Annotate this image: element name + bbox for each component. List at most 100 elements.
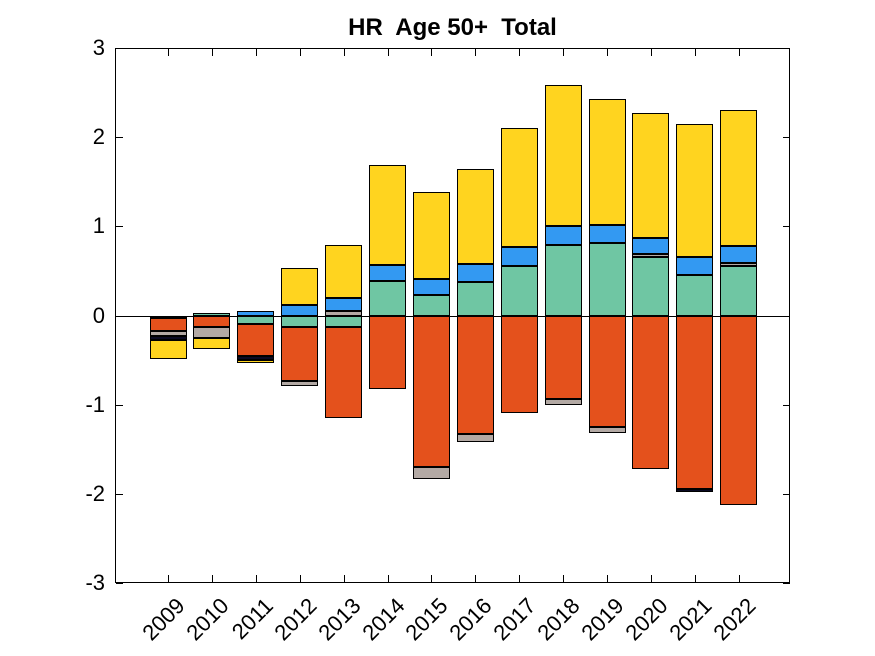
bar-segment-orange-2015 (413, 316, 450, 467)
bar-segment-teal-2017 (501, 266, 538, 316)
bar-segment-teal-2016 (457, 282, 494, 316)
x-tick-top (212, 49, 213, 56)
bar-segment-teal-2013 (325, 316, 362, 327)
bar-segment-teal-2018 (545, 245, 582, 316)
bar-segment-yellow-2010 (193, 338, 230, 349)
x-tick-bottom (256, 575, 257, 582)
y-tick-left (116, 494, 123, 495)
bar-segment-blue-2018 (545, 226, 582, 245)
bar-segment-yellow-2020 (632, 113, 669, 238)
zero-line (115, 316, 790, 317)
bar-segment-yellow-2013 (325, 245, 362, 298)
bar-segment-yellow-2014 (369, 165, 406, 265)
x-tick-label-2016: 2016 (444, 593, 497, 646)
x-tick-label-2019: 2019 (576, 593, 629, 646)
y-tick-right (783, 48, 790, 49)
bar-segment-blue-2014 (369, 265, 406, 281)
bar-segment-yellow-2009 (150, 340, 187, 359)
y-tick-label: 2 (92, 124, 105, 149)
x-tick-top (344, 49, 345, 56)
y-tick-right (783, 137, 790, 138)
bar-segment-orange-2009 (150, 318, 187, 331)
bar-segment-yellow-2022 (720, 110, 757, 246)
bar-segment-teal-2020 (632, 257, 669, 316)
bar-segment-gray-2013 (325, 311, 362, 316)
x-tick-top (431, 49, 432, 56)
x-tick-top (300, 49, 301, 56)
bar-segment-teal-2011 (237, 316, 274, 324)
x-tick-top (519, 49, 520, 56)
bar-segment-teal-2015 (413, 295, 450, 316)
bar-segment-yellow-2017 (501, 128, 538, 247)
bar-segment-orange-2019 (589, 316, 626, 427)
bar-segment-gray-2010 (193, 327, 230, 338)
x-tick-top (695, 49, 696, 56)
bar-segment-gray-2018 (545, 399, 582, 405)
x-tick-top (607, 49, 608, 56)
axes-box (115, 48, 790, 583)
x-tick-bottom (695, 575, 696, 582)
bar-segment-yellow-2016 (457, 169, 494, 264)
x-tick-label-2018: 2018 (532, 593, 585, 646)
bar-segment-blue-2017 (501, 247, 538, 266)
bar-segment-yellow-2012 (281, 268, 318, 305)
bar-segment-blue-2015 (413, 279, 450, 295)
x-tick-bottom (607, 575, 608, 582)
bar-segment-blue-2011 (237, 311, 274, 316)
bar-segment-yellow-2018 (545, 85, 582, 226)
bar-segment-blue-2016 (457, 264, 494, 282)
bar-segment-orange-2016 (457, 316, 494, 434)
bar-segment-orange-2013 (325, 327, 362, 418)
bar-segment-gray-2019 (589, 427, 626, 433)
x-tick-label-2013: 2013 (313, 593, 366, 646)
y-tick-right (783, 226, 790, 227)
y-tick-label: 1 (92, 213, 105, 238)
bar-segment-orange-2010 (193, 316, 230, 327)
x-tick-label-2009: 2009 (137, 593, 190, 646)
y-tick-right (783, 583, 790, 584)
x-tick-label-2017: 2017 (488, 593, 541, 646)
bar-segment-teal-2012 (281, 316, 318, 327)
x-tick-bottom (168, 575, 169, 582)
x-tick-bottom (739, 575, 740, 582)
x-tick-top (256, 49, 257, 56)
bar-segment-gray-2009 (150, 331, 187, 336)
x-tick-label-2012: 2012 (269, 593, 322, 646)
x-tick-bottom (300, 575, 301, 582)
x-tick-bottom (344, 575, 345, 582)
x-tick-label-2022: 2022 (708, 593, 761, 646)
x-tick-top (563, 49, 564, 56)
y-tick-right (783, 405, 790, 406)
x-tick-label-2015: 2015 (400, 593, 453, 646)
bar-segment-blue-2013 (325, 298, 362, 311)
x-tick-bottom (519, 575, 520, 582)
bar-segment-blue-2019 (589, 225, 626, 243)
x-tick-top (168, 49, 169, 56)
bar-segment-orange-2012 (281, 327, 318, 381)
x-tick-top (651, 49, 652, 56)
bar-segment-teal-2019 (589, 243, 626, 316)
x-tick-bottom (475, 575, 476, 582)
bar-segment-yellow-2015 (413, 192, 450, 279)
bar-segment-blue-2020 (632, 238, 669, 254)
bar-segment-gray-2020 (632, 254, 669, 257)
bar-segment-teal-2022 (720, 266, 757, 316)
x-tick-top (739, 49, 740, 56)
y-tick-left (116, 405, 123, 406)
y-tick-label: -1 (85, 392, 105, 417)
bar-segment-orange-2020 (632, 316, 669, 469)
chart-title: HR Age 50+ Total (348, 14, 557, 41)
bar-segment-blue-2022 (720, 246, 757, 263)
y-tick-left (116, 583, 123, 584)
x-tick-bottom (388, 575, 389, 582)
y-tick-right (783, 494, 790, 495)
y-tick-left (116, 48, 123, 49)
bar-segment-orange-2014 (369, 316, 406, 389)
x-tick-label-2021: 2021 (664, 593, 717, 646)
x-tick-label-2014: 2014 (357, 593, 410, 646)
x-tick-bottom (212, 575, 213, 582)
y-tick-label: -3 (85, 570, 105, 595)
bar-segment-orange-2021 (676, 316, 713, 489)
bar-segment-teal-2010 (193, 313, 230, 316)
